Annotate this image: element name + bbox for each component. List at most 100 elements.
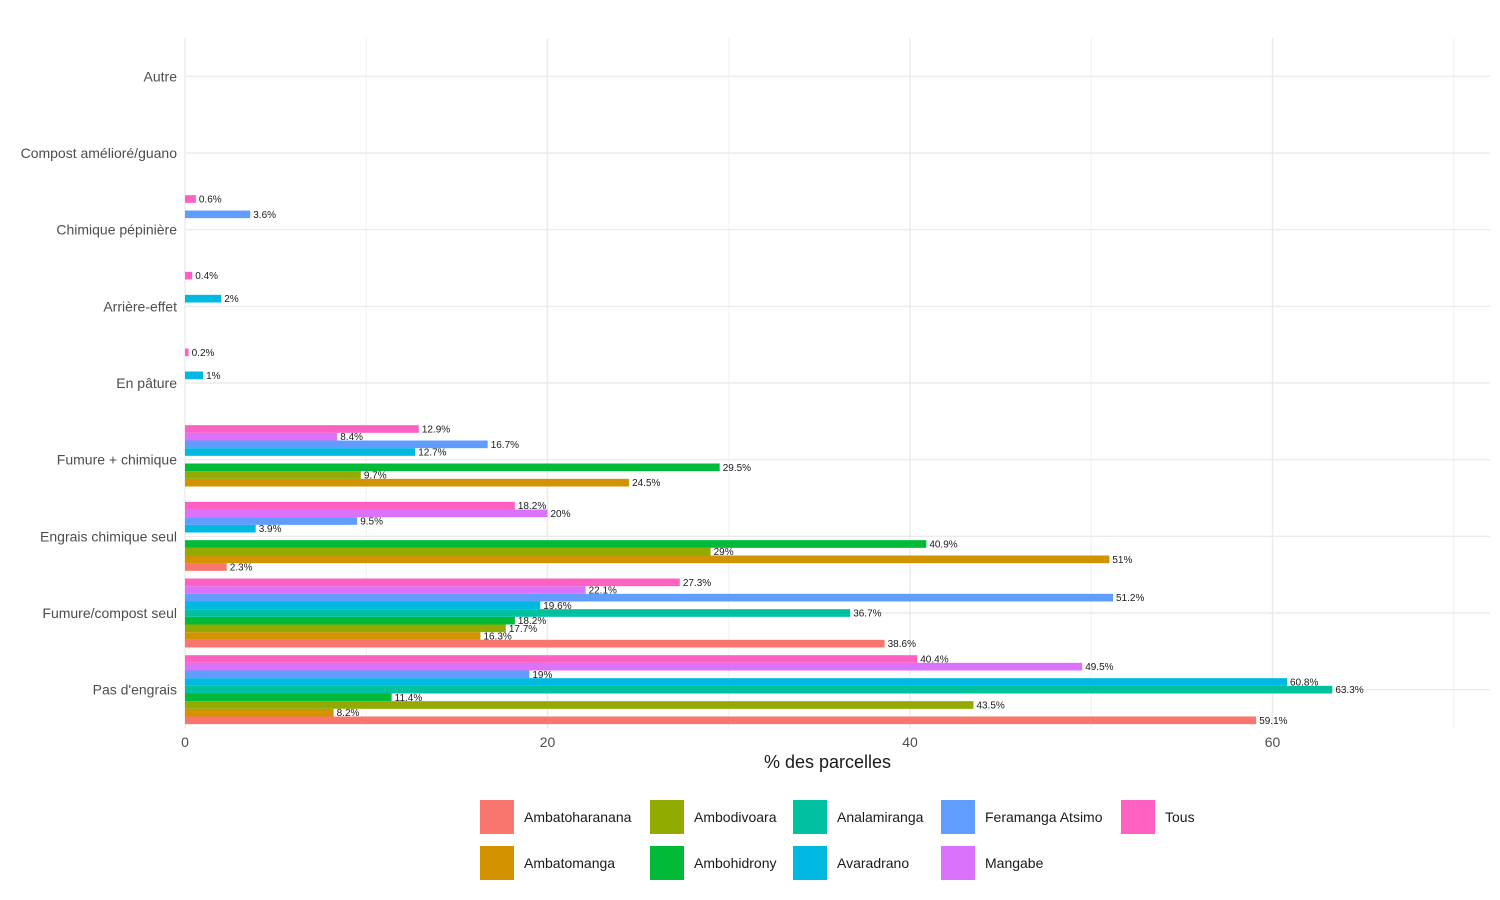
data-label: 0.2% xyxy=(192,348,215,359)
category-label: Engrais chimique seul xyxy=(40,528,177,544)
category-label: Pas d'engrais xyxy=(93,682,177,698)
bar xyxy=(185,540,927,548)
data-label: 29% xyxy=(714,547,734,558)
bar xyxy=(185,463,720,472)
bar xyxy=(185,425,419,433)
tick-label: 0 xyxy=(181,734,189,750)
bar xyxy=(185,547,711,556)
category-label: Compost amélioré/guano xyxy=(21,145,178,161)
bar xyxy=(185,478,630,487)
data-label: 49.5% xyxy=(1085,662,1113,673)
data-label: 27.3% xyxy=(683,578,711,589)
category-label: Autre xyxy=(144,68,178,84)
x-axis-title: % des parcelles xyxy=(764,752,891,772)
bar xyxy=(185,517,358,525)
data-label: 29.5% xyxy=(723,463,751,474)
category-label: Arrière-effet xyxy=(103,298,177,314)
data-label: 17.7% xyxy=(509,624,537,635)
data-label: 8.4% xyxy=(340,432,363,443)
tick-label: 20 xyxy=(540,734,556,750)
data-label: 2.3% xyxy=(230,563,253,574)
category-label: Chimique pépinière xyxy=(56,222,177,238)
bar xyxy=(185,670,530,679)
bar xyxy=(185,624,506,633)
data-label: 40.9% xyxy=(929,540,957,551)
bar xyxy=(185,678,1287,686)
grid-lines xyxy=(184,38,1490,728)
legend-label: Ambatoharanana xyxy=(524,809,632,825)
bar xyxy=(185,294,222,303)
data-label: 2% xyxy=(224,294,239,305)
bars xyxy=(185,195,1333,725)
legend-label: Ambodivoara xyxy=(694,809,777,825)
legend-key xyxy=(650,846,684,880)
data-label: 12.9% xyxy=(422,425,450,436)
bar xyxy=(185,708,334,717)
bar xyxy=(185,501,515,510)
bar xyxy=(185,555,1110,564)
data-label: 18.2% xyxy=(518,501,546,512)
data-label: 18.2% xyxy=(518,616,546,627)
category-axis-labels: Pas d'engrais Fumure/compost seul Engrais … xyxy=(21,68,178,697)
legend-label: Ambohidrony xyxy=(694,855,777,871)
bar xyxy=(185,655,918,663)
data-label: 59.1% xyxy=(1259,716,1287,727)
data-label: 38.6% xyxy=(888,639,916,650)
legend-key xyxy=(650,800,684,834)
bar xyxy=(185,593,1113,602)
data-label: 40.4% xyxy=(920,655,948,666)
data-label: 11.4% xyxy=(395,693,423,704)
legend-label: Feramanga Atsimo xyxy=(985,809,1103,825)
data-label: 36.7% xyxy=(853,609,881,620)
bar xyxy=(185,586,586,594)
bar xyxy=(185,632,481,640)
bar xyxy=(185,616,515,625)
legend-label: Avaradrano xyxy=(837,855,909,871)
bar xyxy=(185,601,541,610)
legend-key xyxy=(480,800,514,834)
data-label: 60.8% xyxy=(1290,678,1318,689)
data-label: 19% xyxy=(532,670,552,681)
data-labels: 59.1% 38.6% 2.3% 8.2% 16.3% 51% 24.5% 43.5% 17.7… xyxy=(192,195,1364,727)
bar xyxy=(185,371,204,380)
legend-label: Tous xyxy=(1165,809,1195,825)
bar xyxy=(185,195,196,203)
bar xyxy=(185,609,851,617)
data-label: 0.6% xyxy=(199,195,222,206)
data-label: 12.7% xyxy=(418,448,446,459)
bar xyxy=(185,432,338,441)
data-label: 9.5% xyxy=(360,517,383,528)
legend-key xyxy=(480,846,514,880)
category-label: Fumure + chimique xyxy=(57,452,177,468)
legend-key xyxy=(1121,800,1155,834)
data-label: 22.1% xyxy=(589,586,617,597)
data-label: 16.3% xyxy=(483,632,511,643)
legend-label: Ambatomanga xyxy=(524,855,615,871)
legend-label: Analamiranga xyxy=(837,809,924,825)
bar xyxy=(185,693,392,702)
bar xyxy=(185,448,416,456)
data-label: 3.6% xyxy=(253,210,276,221)
bar xyxy=(185,509,548,518)
bar xyxy=(185,662,1083,671)
category-label: En pâture xyxy=(116,375,177,391)
legend-key xyxy=(941,846,975,880)
data-label: 0.4% xyxy=(195,271,218,282)
legend-key xyxy=(793,846,827,880)
data-label: 9.7% xyxy=(364,471,387,482)
data-label: 20% xyxy=(551,509,571,520)
data-label: 1% xyxy=(206,371,221,382)
bar xyxy=(185,701,974,709)
data-label: 8.2% xyxy=(337,708,360,719)
bar xyxy=(185,210,251,219)
legend: Ambatoharanana Ambodivoara Analamiranga Fer… xyxy=(480,800,1195,880)
bar xyxy=(185,440,488,449)
data-label: 63.3% xyxy=(1335,685,1363,696)
data-label: 16.7% xyxy=(491,440,519,451)
data-label: 51% xyxy=(1112,555,1132,566)
data-label: 19.6% xyxy=(543,601,571,612)
bar xyxy=(185,578,680,587)
legend-label: Mangabe xyxy=(985,855,1044,871)
tick-label: 40 xyxy=(902,734,918,750)
